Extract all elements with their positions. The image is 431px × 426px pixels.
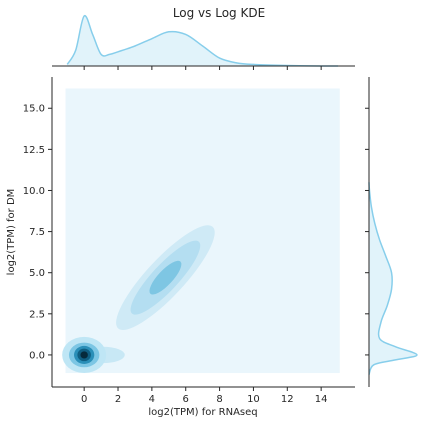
y-axis-label: log2(TPM) for DM [6,189,17,276]
x-axis-ticks: 0 2 4 6 8 10 12 14 [81,387,328,405]
x-tick-label: 14 [315,394,328,405]
x-tick-label: 12 [281,394,294,405]
kde-cluster-0-level-4 [80,351,88,359]
kde-cluster-1-level-2 [149,260,182,295]
y-tick-label: 7.5 [29,227,45,238]
top-marginal-kde [52,15,355,70]
x-tick-label: 6 [183,394,189,405]
y-tick-label: 0.0 [29,350,45,361]
right-kde-fill [369,182,417,375]
joint-kde-panel: 0 2 4 6 8 10 12 14 0.0 2.5 5.0 7.5 10.0 12.5 15.0 [23,77,355,405]
x-tick-label: 10 [247,394,260,405]
x-tick-label: 2 [115,394,121,405]
x-axis-label: log2(TPM) for RNAseq [148,407,257,418]
right-marginal-kde [365,77,418,387]
joint-kde-contours [62,88,340,374]
y-tick-label: 2.5 [29,309,45,320]
y-axis-ticks: 0.0 2.5 5.0 7.5 10.0 12.5 15.0 [23,104,52,361]
y-tick-label: 10.0 [23,186,45,197]
y-tick-label: 5.0 [29,268,45,279]
x-tick-label: 8 [216,394,222,405]
x-tick-label: 4 [149,394,155,405]
chart-title: Log vs Log KDE [173,6,265,20]
x-tick-label: 0 [81,394,87,405]
y-tick-label: 12.5 [23,145,45,156]
y-tick-label: 15.0 [23,104,45,115]
top-kde-fill [67,15,339,67]
top-kde-curve [66,15,339,67]
right-kde-curve [368,182,418,375]
